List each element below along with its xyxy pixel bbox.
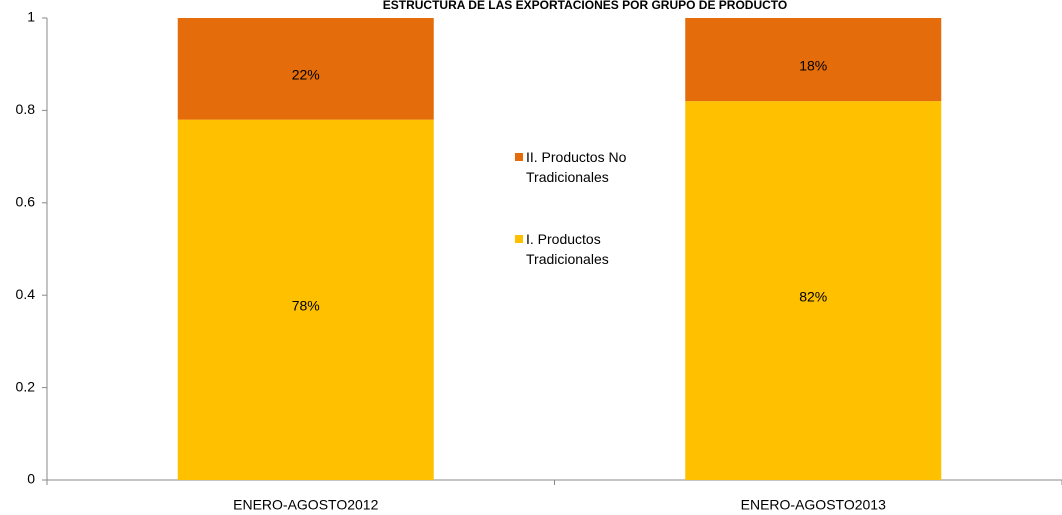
chart-title: ESTRUCTURA DE LAS EXPORTACIONES POR GRUP… — [383, 0, 787, 12]
legend-label: II. Productos No Tradicionales — [526, 149, 627, 185]
legend-swatch — [515, 235, 523, 243]
x-tick-label: ENERO-AGOSTO2013 — [741, 497, 886, 513]
data-label: 82% — [799, 288, 827, 304]
legend-label: I. Productos Tradicionales — [526, 231, 609, 267]
y-tick-label: 0.6 — [16, 194, 36, 210]
legend-swatch — [515, 153, 523, 161]
data-label: 78% — [292, 298, 320, 314]
y-tick-label: 0.2 — [16, 378, 36, 394]
y-tick-label: 0 — [27, 471, 35, 487]
bar-segment — [177, 119, 434, 480]
data-label: 18% — [799, 57, 827, 73]
bar-segment — [685, 18, 942, 102]
legend-item: II. Productos No Tradicionales — [515, 147, 655, 187]
data-label: 22% — [292, 67, 320, 83]
legend-item: I. Productos Tradicionales — [515, 229, 655, 269]
y-tick-label: 1 — [27, 9, 35, 25]
y-tick-label: 0.4 — [16, 286, 36, 302]
bar-segment — [685, 101, 942, 480]
bar-segment — [177, 18, 434, 120]
y-tick-label: 0.8 — [16, 101, 36, 117]
x-tick-label: ENERO-AGOSTO2012 — [233, 497, 378, 513]
